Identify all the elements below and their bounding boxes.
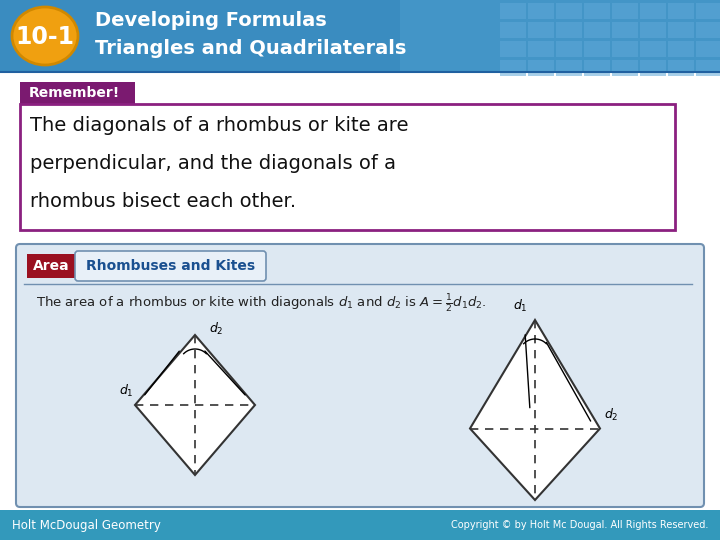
Text: Developing Formulas: Developing Formulas	[95, 11, 327, 30]
Bar	[612, 3, 638, 19]
Bar	[696, 41, 720, 57]
Bar	[500, 22, 526, 38]
Bar	[500, 41, 526, 57]
Bar	[20, 82, 135, 104]
Bar	[528, 22, 554, 38]
Bar	[500, 60, 526, 76]
Bar	[556, 22, 582, 38]
Text: The area of a rhombus or kite with diagonals $d_1$ and $d_2$ is $A = \frac{1}{2}: The area of a rhombus or kite with diago…	[36, 293, 487, 315]
FancyBboxPatch shape	[75, 251, 266, 281]
Bar	[584, 60, 610, 76]
Bar	[500, 3, 526, 19]
Bar	[528, 3, 554, 19]
Bar	[528, 60, 554, 76]
Bar	[640, 41, 666, 57]
Bar	[612, 22, 638, 38]
Bar	[612, 41, 638, 57]
Text: $d_1$: $d_1$	[513, 298, 528, 314]
Text: The diagonals of a rhombus or kite are: The diagonals of a rhombus or kite are	[30, 116, 408, 135]
Bar	[584, 3, 610, 19]
FancyBboxPatch shape	[16, 244, 704, 507]
Bar	[528, 41, 554, 57]
Bar	[584, 22, 610, 38]
Text: $d_2$: $d_2$	[209, 321, 223, 337]
Text: Holt McDougal Geometry: Holt McDougal Geometry	[12, 518, 161, 531]
Bar	[0, 0, 720, 72]
Text: perpendicular, and the diagonals of a: perpendicular, and the diagonals of a	[30, 154, 396, 173]
Bar	[584, 41, 610, 57]
Bar	[0, 510, 720, 540]
Polygon shape	[135, 335, 255, 475]
Bar	[640, 22, 666, 38]
Bar	[20, 104, 675, 230]
Ellipse shape	[12, 7, 78, 65]
Text: $d_2$: $d_2$	[604, 407, 618, 423]
Bar	[556, 60, 582, 76]
Text: Copyright © by Holt Mc Dougal. All Rights Reserved.: Copyright © by Holt Mc Dougal. All Right…	[451, 520, 708, 530]
FancyBboxPatch shape	[27, 254, 75, 278]
Bar	[668, 3, 694, 19]
Bar	[696, 60, 720, 76]
Text: $d_1$: $d_1$	[119, 383, 134, 399]
Bar	[668, 41, 694, 57]
Polygon shape	[470, 320, 600, 500]
Bar	[696, 22, 720, 38]
Bar	[640, 60, 666, 76]
Text: Rhombuses and Kites: Rhombuses and Kites	[86, 259, 255, 273]
Bar	[556, 3, 582, 19]
Bar	[640, 3, 666, 19]
Text: Triangles and Quadrilaterals: Triangles and Quadrilaterals	[95, 39, 406, 58]
Text: 10-1: 10-1	[16, 25, 74, 49]
Bar	[612, 60, 638, 76]
Bar	[668, 22, 694, 38]
Bar	[668, 60, 694, 76]
Text: rhombus bisect each other.: rhombus bisect each other.	[30, 192, 296, 211]
Text: Remember!: Remember!	[29, 86, 120, 100]
Bar	[696, 3, 720, 19]
Text: Area: Area	[32, 259, 69, 273]
Bar	[400, 0, 720, 72]
Bar	[556, 41, 582, 57]
